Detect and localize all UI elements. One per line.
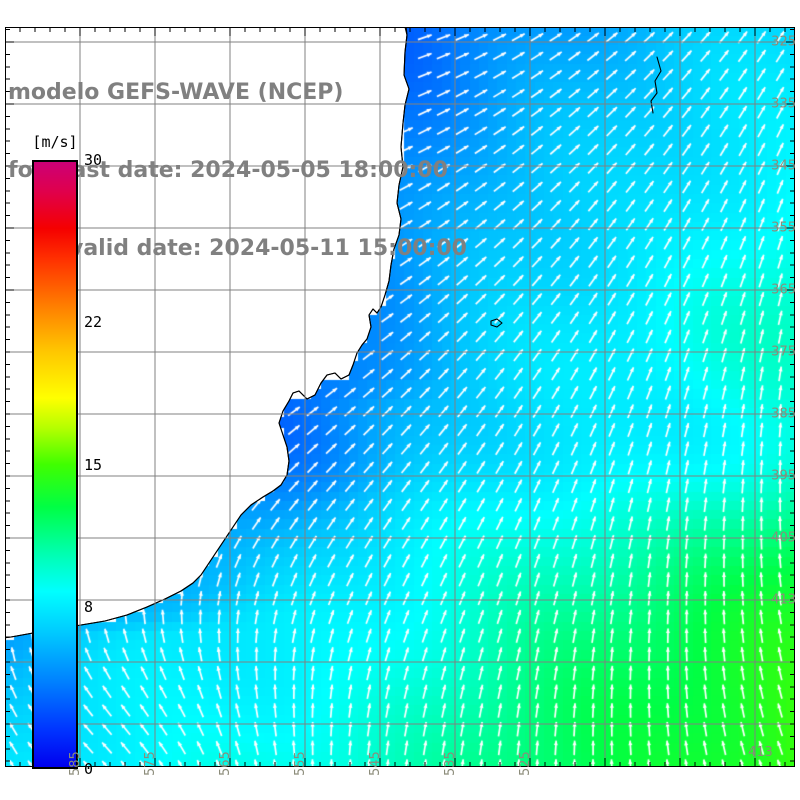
coastal-lagoon-detail xyxy=(650,56,662,114)
coastline-detail-north xyxy=(348,27,410,376)
coastline-overlay xyxy=(5,27,662,639)
map-plot-area xyxy=(5,27,795,767)
colorbar: [m/s] 30 22 15 8 0 xyxy=(32,133,102,778)
bay-detail xyxy=(490,318,503,328)
graticule-grid xyxy=(5,27,795,767)
colorbar-gradient xyxy=(32,160,78,769)
coastline-detail-rio-de-la-plata xyxy=(250,372,350,506)
